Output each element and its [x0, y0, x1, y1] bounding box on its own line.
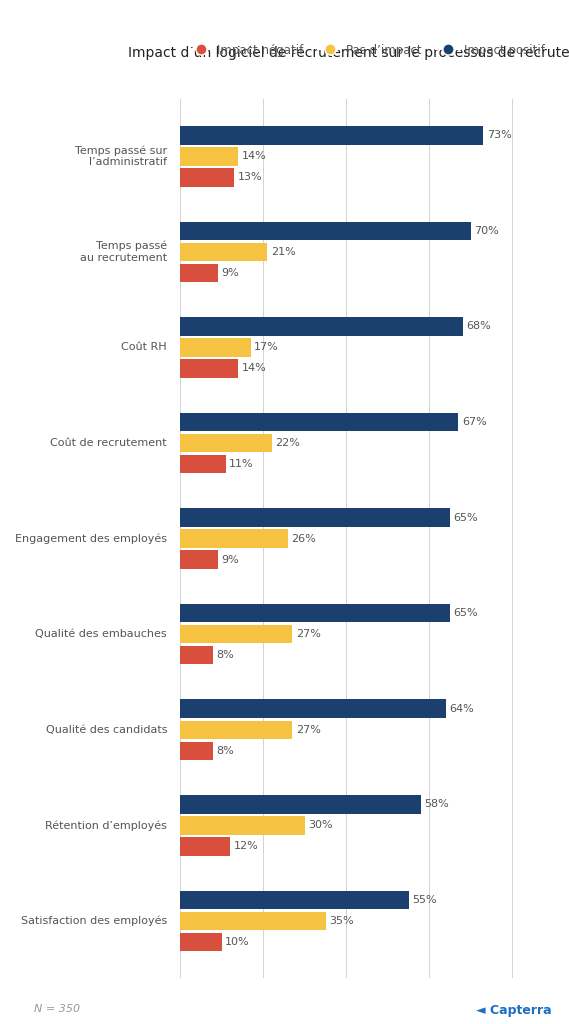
Bar — [180, 699, 446, 718]
Bar — [180, 795, 421, 814]
Text: 14%: 14% — [242, 364, 266, 374]
Text: 11%: 11% — [229, 459, 254, 469]
Title: Impact d’un logiciel de recrutement sur le processus de recrutement: Impact d’un logiciel de recrutement sur … — [128, 46, 569, 60]
Bar — [180, 455, 226, 473]
Bar — [180, 359, 238, 378]
Bar — [180, 911, 325, 930]
Bar — [180, 721, 292, 739]
Text: 73%: 73% — [486, 130, 512, 140]
Bar — [180, 604, 450, 623]
Bar — [180, 625, 292, 643]
Bar — [180, 550, 217, 569]
Text: 9%: 9% — [221, 268, 238, 278]
Text: 22%: 22% — [275, 438, 300, 449]
Text: 68%: 68% — [466, 322, 490, 332]
Bar — [180, 243, 267, 261]
Text: 65%: 65% — [453, 608, 478, 618]
Text: N = 350: N = 350 — [34, 1004, 80, 1014]
Bar — [180, 891, 409, 909]
Bar — [180, 263, 217, 283]
Bar — [180, 317, 463, 336]
Text: 27%: 27% — [296, 629, 320, 639]
Bar — [180, 933, 222, 951]
Text: 58%: 58% — [424, 800, 449, 809]
Bar — [180, 126, 484, 144]
Text: 14%: 14% — [242, 152, 266, 162]
Bar — [180, 741, 213, 760]
Text: ◄ Capterra: ◄ Capterra — [476, 1004, 552, 1017]
Text: 64%: 64% — [450, 703, 474, 714]
Text: 27%: 27% — [296, 725, 320, 735]
Text: 67%: 67% — [462, 417, 486, 427]
Bar — [180, 413, 459, 431]
Bar — [180, 338, 251, 356]
Text: 55%: 55% — [412, 895, 436, 905]
Bar — [180, 168, 234, 186]
Bar — [180, 838, 230, 856]
Text: 17%: 17% — [254, 342, 279, 352]
Text: 8%: 8% — [217, 745, 234, 756]
Text: 70%: 70% — [474, 226, 499, 236]
Bar — [180, 508, 450, 526]
Bar — [180, 529, 288, 548]
Legend: Impact négatif, Pas d’impact, Impact positif: Impact négatif, Pas d’impact, Impact pos… — [184, 39, 550, 61]
Text: 10%: 10% — [225, 937, 250, 947]
Bar — [180, 434, 271, 453]
Text: 8%: 8% — [217, 650, 234, 660]
Text: 9%: 9% — [221, 555, 238, 564]
Text: 12%: 12% — [233, 842, 258, 851]
Bar — [180, 221, 471, 240]
Text: 13%: 13% — [237, 172, 262, 182]
Text: 65%: 65% — [453, 513, 478, 522]
Text: 35%: 35% — [329, 915, 353, 926]
Text: 26%: 26% — [291, 534, 316, 544]
Bar — [180, 646, 213, 665]
Text: 21%: 21% — [271, 247, 295, 257]
Bar — [180, 147, 238, 166]
Text: 30%: 30% — [308, 820, 333, 830]
Bar — [180, 816, 305, 835]
